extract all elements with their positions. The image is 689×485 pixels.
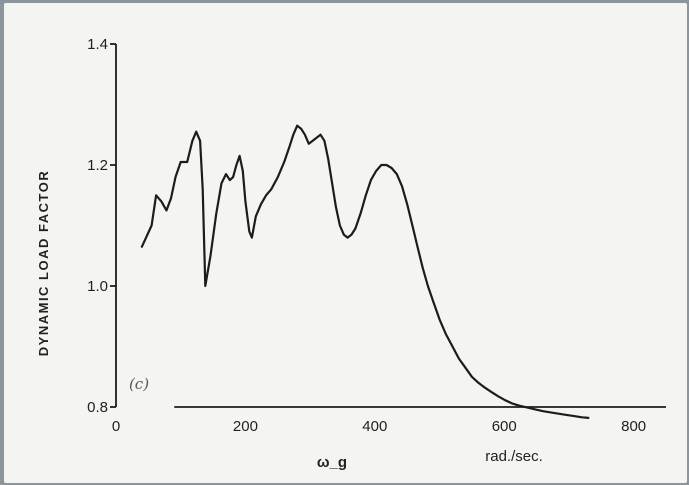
dynamic-load-factor-chart: 0 200 400 600 800 0.8 1.0 1.2 1.4 DYNAMIC LOAD … [36, 36, 666, 471]
x-axis-label: ω_g [317, 454, 347, 471]
chart-frame: 0 200 400 600 800 0.8 1.0 1.2 1.4 DYNAMIC LOAD … [4, 3, 687, 483]
x-tick-label: 800 [621, 418, 646, 435]
y-tick-label: 1.2 [87, 157, 108, 174]
x-axis-unit: rad./sec. [485, 448, 543, 465]
y-axis-label: DYNAMIC LOAD FACTOR [36, 170, 51, 356]
x-tick-label: 200 [233, 418, 258, 435]
x-tick-label: 0 [112, 418, 120, 435]
y-tick-label: 1.4 [87, 36, 108, 53]
y-ticks: 0.8 1.0 1.2 1.4 [87, 36, 116, 416]
x-tick-label: 400 [362, 418, 387, 435]
y-tick-label: 0.8 [87, 399, 108, 416]
series-line [140, 124, 590, 419]
y-tick-label: 1.0 [87, 278, 108, 295]
x-tick-label: 600 [492, 418, 517, 435]
panel-annotation: (c) [129, 375, 149, 393]
x-ticks: 0 200 400 600 800 [112, 418, 646, 435]
